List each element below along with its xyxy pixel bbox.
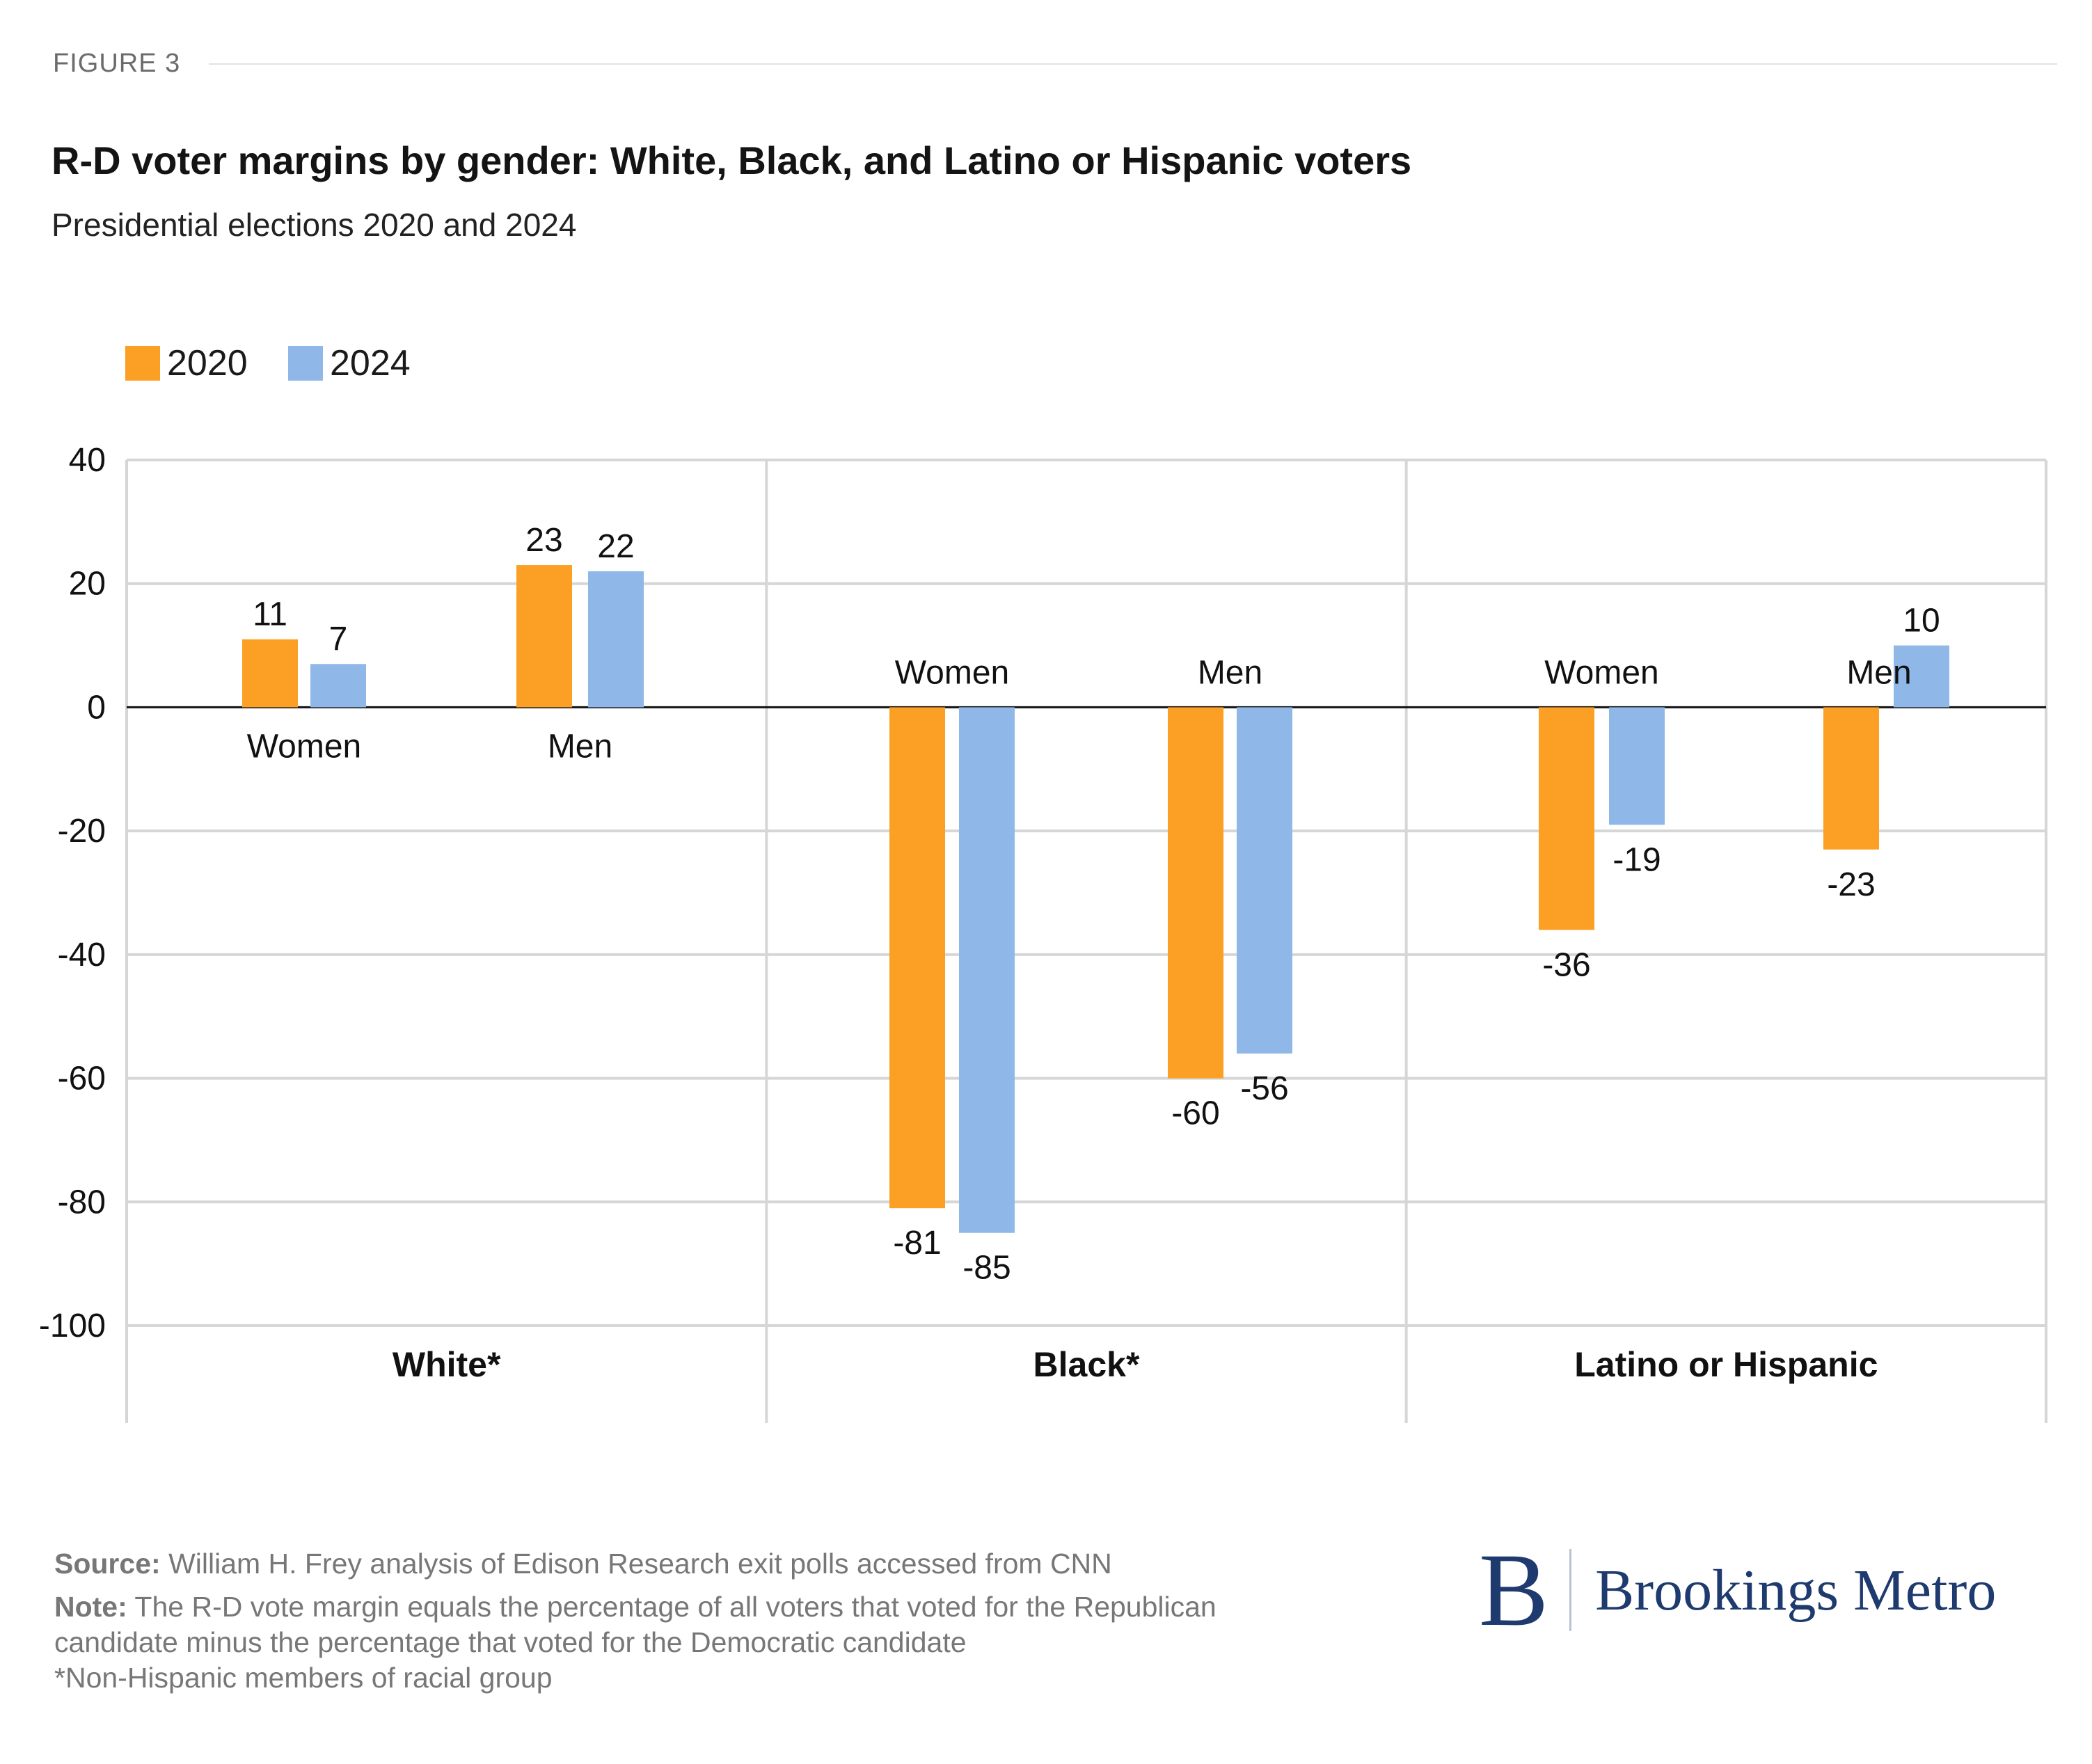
bar-chart: 40 20 0 -20 -40 -60 -80 -100 White* Black* Latino … [39,442,2047,1423]
logo-mark: B [1479,1532,1549,1648]
data-label-2024: -56 [1240,1070,1288,1107]
subcategory-label: Women [247,728,362,765]
grid-layer [125,459,2047,1423]
subcategory-label: Men [548,728,612,765]
logo-divider [1569,1549,1572,1631]
data-label-2020: -60 [1171,1095,1219,1132]
legend-swatch-2020 [125,346,160,381]
bar-2024 [588,571,644,708]
data-label-2020: -23 [1827,866,1875,903]
source-line: Source: William H. Frey analysis of Edis… [54,1546,1112,1582]
figure-label: FIGURE 3 [53,49,181,78]
data-label-2020: 23 [525,522,562,559]
bar-2024 [310,664,366,708]
bar-2020 [889,707,945,1209]
bar-2024 [1237,707,1292,1054]
data-label-2020: 11 [253,596,287,633]
source-text: William H. Frey analysis of Edison Resea… [168,1548,1112,1580]
y-tick-label: -40 [58,937,106,974]
legend-swatch-2024 [288,346,323,381]
chart-subtitle: Presidential elections 2020 and 2024 [51,207,577,243]
data-label-2020: -36 [1542,946,1590,983]
bar-2020 [1539,707,1594,930]
group-label: Black* [1033,1345,1140,1384]
bar-layer [242,565,1949,1233]
bar-2024 [1609,707,1665,825]
legend-label-2024: 2024 [330,343,411,383]
data-label-2024: 7 [329,621,348,658]
logo-text: Brookings Metro [1595,1557,1997,1623]
note-line-2: candidate minus the percentage that vote… [54,1626,967,1658]
group-label: Latino or Hispanic [1574,1345,1878,1384]
data-label-2020: -81 [893,1225,941,1262]
subcategory-label: Men [1198,654,1262,691]
y-tick-label: -100 [39,1308,106,1344]
group-label: White* [393,1345,501,1384]
bar-2020 [1823,707,1879,850]
data-label-2024: -85 [962,1250,1011,1287]
y-tick-label: -20 [58,813,106,850]
y-tick-label: 0 [87,689,106,726]
y-tick-label: -80 [58,1184,106,1221]
brookings-metro-logo: B Brookings Metro [1479,1538,1996,1642]
y-tick-label: 40 [69,442,106,479]
subcategory-label: Women [1544,654,1659,691]
legend-label-2020: 2020 [167,343,248,383]
bar-2020 [516,565,572,708]
note-line-3: *Non-Hispanic members of racial group [54,1662,553,1694]
header-divider [209,63,2057,65]
legend-item-2024: 2024 [288,342,411,384]
note-text-1: The R-D vote margin equals the percentag… [134,1591,1217,1623]
legend-item-2020: 2020 [125,342,248,384]
data-label-2024: 10 [1903,603,1940,639]
data-label-2024: -19 [1612,841,1661,878]
label-layer: 40 20 0 -20 -40 -60 -80 -100 White* Black* Latino … [39,442,1940,1384]
bar-2020 [242,639,298,708]
bar-2020 [1168,707,1223,1079]
subcategory-label: Women [895,654,1010,691]
bar-2024 [959,707,1015,1233]
note-label: Note: [54,1591,127,1623]
note-line: Note: The R-D vote margin equals the per… [54,1589,1217,1625]
chart-title: R-D voter margins by gender: White, Blac… [51,138,1412,182]
y-tick-label: 20 [69,566,106,603]
subcategory-label: Men [1846,654,1911,691]
y-tick-label: -60 [58,1060,106,1097]
data-label-2024: 22 [597,528,634,565]
source-label: Source: [54,1548,161,1580]
bar-2024 [1894,645,1949,708]
